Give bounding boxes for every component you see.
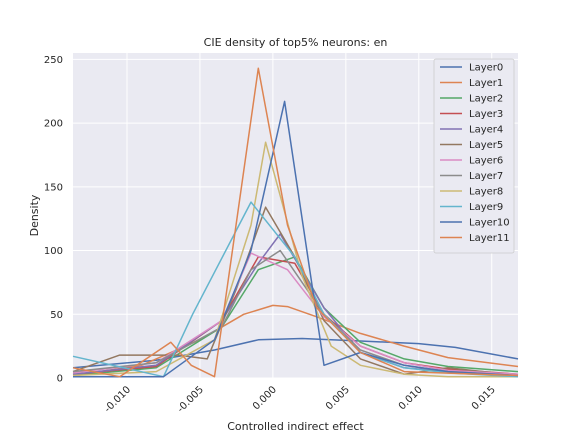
legend-label: Layer5	[469, 140, 503, 151]
x-tick-label: 0.005	[324, 384, 352, 412]
y-tick-label: 150	[44, 182, 63, 193]
series-line-layer11	[72, 67, 519, 378]
y-tick-label: 50	[50, 310, 63, 321]
series-line-layer6	[72, 252, 519, 375]
legend-label: Layer7	[469, 171, 503, 182]
x-tick-label: -0.005	[175, 384, 206, 415]
y-tick-label: 0	[57, 374, 63, 385]
y-tick-labels: 0 50 100 150 200 250	[44, 55, 63, 385]
legend-label: Layer6	[469, 156, 503, 167]
legend-label: Layer11	[469, 233, 510, 244]
legend-label: Layer9	[469, 202, 503, 213]
x-tick-label: 0.010	[397, 384, 425, 412]
y-axis-title: Density	[28, 194, 41, 236]
x-tick-label: -0.010	[103, 384, 134, 415]
legend: Layer0 Layer1 Layer2 Layer3 Layer4 Layer5 Laye…	[433, 58, 515, 254]
series-lines	[72, 67, 519, 378]
legend-label: Layer10	[469, 218, 510, 229]
legend-label: Layer4	[469, 125, 503, 136]
chart-title: CIE density of top5% neurons: en	[204, 36, 388, 49]
x-axis-title: Controlled indirect effect	[227, 420, 364, 432]
y-tick-label: 100	[44, 246, 63, 257]
legend-label: Layer0	[469, 63, 503, 74]
series-line-layer8	[72, 141, 518, 378]
x-tick-label: 0.015	[470, 384, 498, 412]
legend-label: Layer1	[469, 78, 503, 89]
series-line-layer0	[72, 337, 519, 369]
x-tick-labels: -0.010 -0.005 0.000 0.005 0.010 0.015	[103, 384, 498, 415]
series-line-layer10	[73, 100, 519, 378]
y-tick-label: 200	[44, 119, 63, 130]
legend-label: Layer2	[469, 94, 503, 105]
x-tick-label: 0.000	[251, 384, 279, 412]
y-tick-label: 250	[44, 55, 63, 66]
legend-box	[433, 58, 515, 254]
legend-label: Layer3	[469, 109, 503, 120]
legend-label: Layer8	[469, 187, 503, 198]
